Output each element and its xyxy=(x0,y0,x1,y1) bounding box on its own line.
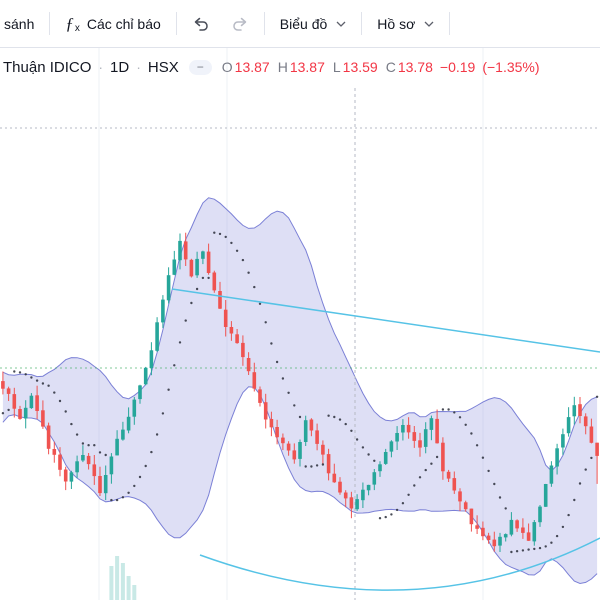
price-chart[interactable] xyxy=(0,48,600,600)
legend-separator: · xyxy=(98,59,104,75)
redo-icon xyxy=(233,17,247,31)
templates-button[interactable]: Hồ sơ xyxy=(367,7,444,41)
undo-button[interactable] xyxy=(182,7,220,41)
indicators-label: Các chỉ báo xyxy=(86,15,161,32)
minus-icon: − xyxy=(196,60,204,74)
interval-label[interactable]: 1D xyxy=(110,59,130,76)
chevron-down-icon xyxy=(424,21,434,27)
undo-icon xyxy=(194,17,208,31)
toolbar-separator xyxy=(449,12,451,35)
ohlc-values: O 13.87 H 13.87 L 13.59 C 13.78 xyxy=(222,59,433,76)
low-label: L xyxy=(332,59,341,75)
toolbar-separator xyxy=(175,12,177,35)
symbol-title[interactable]: Thuận IDICO xyxy=(3,59,92,76)
change-absolute: −0.19 xyxy=(439,59,476,75)
high-value: 13.87 xyxy=(289,59,325,75)
chart-area: Thuận IDICO · 1D · HSX − O 13.87 H 13.87 L… xyxy=(0,48,600,600)
exchange-label: HSX xyxy=(147,59,179,76)
change-percent: (−1.35%) xyxy=(482,59,540,75)
open-label: O xyxy=(221,59,233,75)
toolbar-separator xyxy=(263,12,265,35)
redo-button[interactable] xyxy=(221,7,259,41)
compare-button[interactable]: sánh xyxy=(2,7,44,41)
symbol-legend: Thuận IDICO · 1D · HSX − O 13.87 H 13.87 L… xyxy=(3,59,540,76)
chart-layout-button[interactable]: Biểu đồ xyxy=(270,7,356,41)
legend-collapse-button[interactable]: − xyxy=(188,60,212,75)
compare-label: sánh xyxy=(4,15,35,32)
toolbar-separator xyxy=(361,12,363,35)
toolbar-separator xyxy=(49,12,51,35)
chevron-down-icon xyxy=(336,21,346,27)
open-value: 13.87 xyxy=(234,59,270,75)
legend-separator: · xyxy=(136,59,141,75)
low-value: 13.59 xyxy=(342,59,378,75)
close-label: C xyxy=(385,59,396,75)
high-label: H xyxy=(277,59,288,75)
templates-label: Hồ sơ xyxy=(377,15,416,32)
chart-layout-label: Biểu đồ xyxy=(279,15,328,32)
close-value: 13.78 xyxy=(397,59,433,75)
